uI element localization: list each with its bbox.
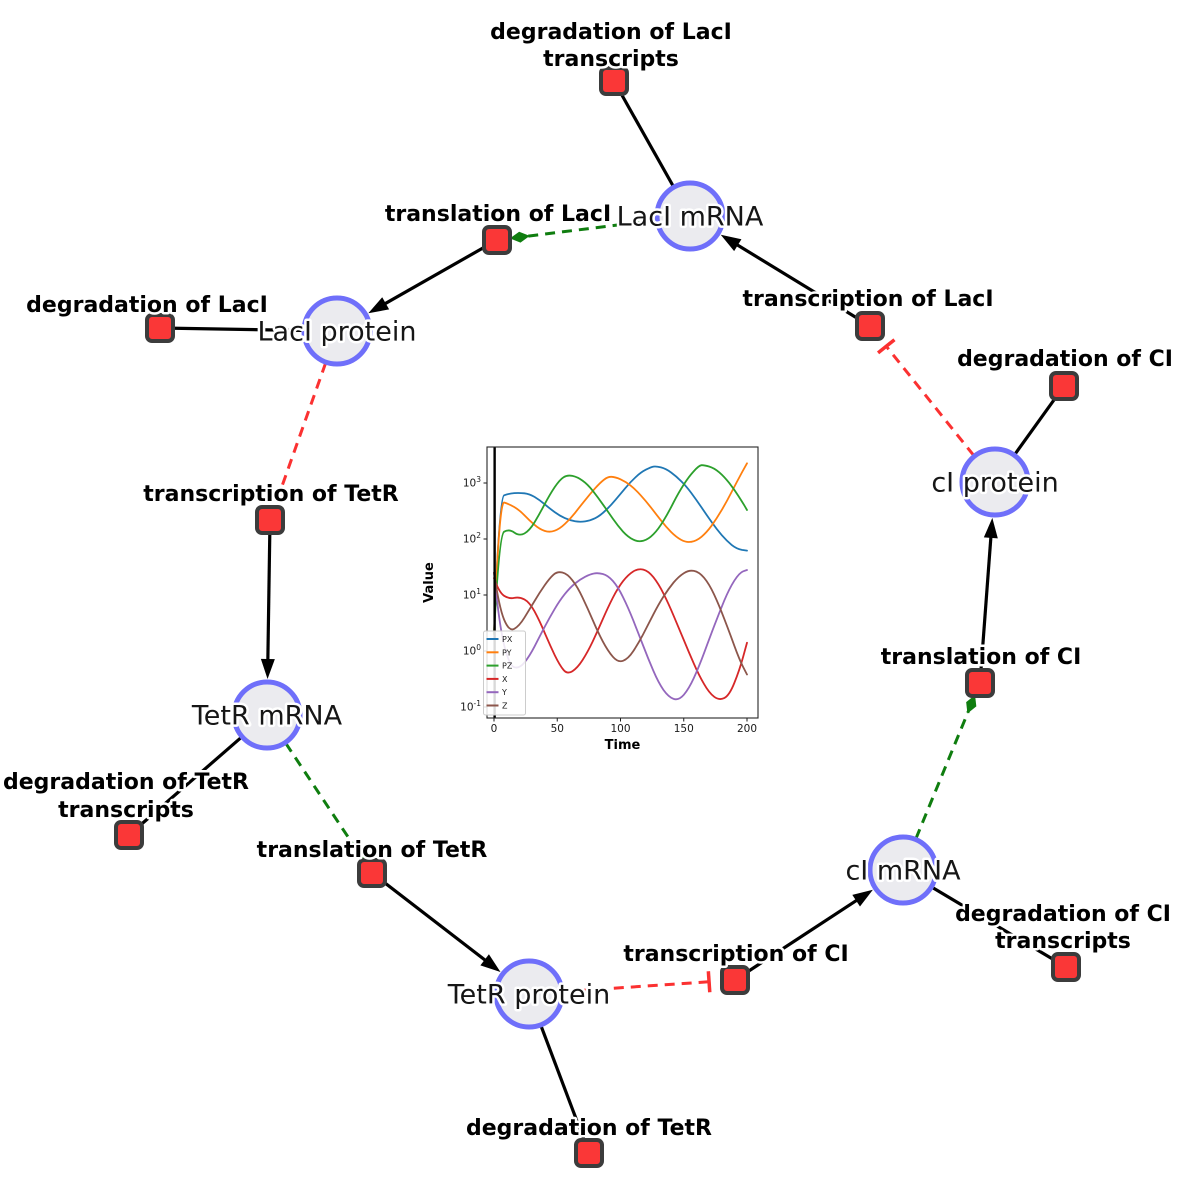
reaction-label-transl_tetr-line1: translation of TetR bbox=[257, 838, 488, 863]
x-tick-label: 50 bbox=[551, 723, 564, 735]
y-axis-label: Value bbox=[422, 562, 437, 603]
y-tick-label: 101 bbox=[463, 587, 481, 602]
edge-modifier-tetr_mrna-to-transl_tetr-arrowhead bbox=[353, 845, 365, 863]
y-tick-label: 103 bbox=[463, 475, 481, 490]
nodes-layer bbox=[114, 66, 1081, 1168]
edge-inhibition-tetr_protein-to-transc_ci bbox=[528, 980, 710, 996]
species-label-laci_protein: LacI protein bbox=[258, 317, 417, 348]
edge-production-transl_ci-to-ci_protein bbox=[978, 527, 994, 684]
reaction-label-transl_ci-line1: translation of CI bbox=[881, 645, 1082, 670]
reaction-label-transc_ci-line1: transcription of CI bbox=[623, 942, 848, 967]
edge-production-transl_tetr-to-tetr_protein-arrowhead bbox=[480, 954, 501, 973]
series-line-Z bbox=[493, 569, 748, 676]
x-tick-label: 0 bbox=[491, 723, 498, 735]
edge-production-transl_laci-to-laci_protein-arrowhead bbox=[368, 297, 390, 314]
reaction-node-deg_ci_tx bbox=[1051, 952, 1081, 982]
reaction-node-deg_laci_tx bbox=[599, 66, 629, 96]
reaction-label-deg_ci-line1: degradation of CI bbox=[957, 347, 1173, 372]
species-node-ci_mrna bbox=[867, 834, 939, 906]
edge-inhibition-laci_protein-to-transc_tetr-tbar bbox=[268, 490, 290, 501]
edge-modifier-laci_mrna-to-transl_laci-arrowhead bbox=[509, 231, 530, 243]
species-node-laci_protein bbox=[301, 295, 373, 367]
species-label-tetr_protein: TetR protein bbox=[447, 980, 610, 1011]
legend-label-Z: Z bbox=[502, 702, 508, 711]
reaction-node-transc_ci bbox=[720, 965, 750, 995]
reaction-label-deg_laci_tx-line1: degradation of LacI bbox=[490, 20, 732, 45]
edge-production-transc_tetr-to-tetr_mrna bbox=[266, 519, 272, 670]
edge-production-transc_ci-to-ci_mrna bbox=[734, 893, 866, 982]
reaction-node-transc_tetr bbox=[255, 505, 285, 535]
reaction-node-deg_ci bbox=[1049, 371, 1079, 401]
reaction-label-deg_ci_tx-line2: transcripts bbox=[995, 929, 1131, 954]
reaction-label-transc_tetr-line1: transcription of TetR bbox=[143, 482, 399, 507]
reaction-label-deg_tetr_tx-line1: degradation of TetR bbox=[3, 770, 249, 795]
edge-production-transc_ci-to-ci_mrna-arrowhead bbox=[852, 889, 873, 907]
edge-inhibition-laci_protein-to-transc_tetr bbox=[277, 330, 339, 496]
reaction-label-deg_laci_tx-line2: transcripts bbox=[543, 47, 679, 72]
species-label-ci_protein: cI protein bbox=[931, 468, 1058, 499]
edge-production-transc_tetr-to-tetr_mrna-arrowhead bbox=[260, 658, 275, 680]
y-tick-label: 100 bbox=[463, 643, 481, 658]
reaction-node-deg_tetr_tx bbox=[114, 820, 144, 850]
edge-modifier-ci_mrna-to-transl_ci bbox=[901, 709, 971, 871]
series-line-PX bbox=[493, 465, 748, 635]
species-label-tetr_mrna: TetR mRNA bbox=[191, 701, 343, 732]
edge-production-transl_laci-to-laci_protein bbox=[376, 238, 498, 310]
reaction-node-transl_ci bbox=[965, 668, 995, 698]
x-tick-label: 200 bbox=[737, 723, 757, 735]
edge-production-transc_laci-to-laci_mrna bbox=[728, 238, 871, 328]
plot-curves bbox=[493, 462, 748, 701]
reaction-label-deg_tetr_tx-line2: transcripts bbox=[58, 798, 194, 823]
species-label-laci_mrna: LacI mRNA bbox=[617, 202, 764, 233]
series-line-Y bbox=[493, 569, 748, 701]
reaction-label-deg_laci-line1: degradation of LacI bbox=[26, 293, 268, 318]
legend-label-PX: PX bbox=[502, 635, 513, 644]
reaction-label-deg_tetr-line1: degradation of TetR bbox=[466, 1116, 712, 1141]
reaction-label-deg_ci_tx-line1: degradation of CI bbox=[955, 902, 1171, 927]
reaction-node-deg_laci bbox=[145, 313, 175, 343]
legend-label-PY: PY bbox=[502, 648, 512, 657]
species-node-ci_protein bbox=[959, 446, 1031, 518]
edge-modifier-laci_mrna-to-transl_laci bbox=[525, 214, 691, 238]
edge-inhibition-ci_protein-to-transc_laci bbox=[885, 345, 997, 483]
species-node-laci_mrna bbox=[654, 180, 726, 252]
axes-frame bbox=[486, 446, 759, 719]
reaction-node-transl_laci bbox=[482, 225, 512, 255]
labels-layer: LacI mRNA LacI protein TetR mRNA TetR prote… bbox=[0, 18, 1175, 1144]
legend-label-Y: Y bbox=[501, 688, 507, 697]
y-tick-label: 102 bbox=[463, 531, 481, 546]
x-tick-label: 150 bbox=[674, 723, 694, 735]
x-tick-label: 100 bbox=[610, 723, 630, 735]
y-tick-label: 10-1 bbox=[460, 699, 481, 714]
edge-modifier-ci_mrna-to-transl_ci-arrowhead bbox=[966, 695, 977, 714]
edge-inhibition-ci_protein-to-transc_laci-tbar bbox=[876, 338, 896, 355]
edge-production-transl_ci-to-ci_protein-arrowhead bbox=[983, 517, 998, 539]
inset-simulation-chart: 0 50 100 150 200 10-1 100 101 102 103 Time Value PX P… bbox=[422, 446, 759, 753]
reaction-node-transc_laci bbox=[855, 311, 885, 341]
reaction-label-transc_laci-line1: transcription of LacI bbox=[742, 287, 993, 312]
species-node-tetr_protein bbox=[493, 958, 565, 1030]
edge-production-transl_tetr-to-tetr_protein bbox=[371, 871, 494, 968]
legend-label-PZ: PZ bbox=[502, 662, 513, 671]
species-label-ci_mrna: cI mRNA bbox=[845, 856, 961, 887]
reaction-node-deg_tetr bbox=[574, 1138, 604, 1168]
reaction-label-transl_laci-line1: translation of LacI bbox=[385, 202, 611, 227]
edge-inhibition-tetr_protein-to-transc_ci-tbar bbox=[706, 971, 712, 993]
x-axis-label: Time bbox=[605, 738, 641, 753]
legend-label-X: X bbox=[502, 675, 508, 684]
edge-production-transc_laci-to-laci_mrna-arrowhead bbox=[720, 234, 742, 252]
reaction-node-transl_tetr bbox=[357, 858, 387, 888]
series-line-PZ bbox=[493, 464, 748, 635]
species-node-tetr_mrna bbox=[231, 679, 303, 751]
